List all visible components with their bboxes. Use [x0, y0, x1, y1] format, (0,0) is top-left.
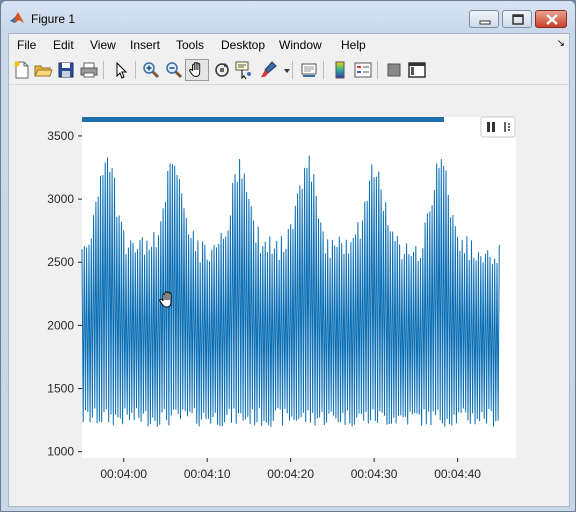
show-plot-tools-icon[interactable]	[407, 60, 427, 80]
menu-file[interactable]: File	[17, 38, 37, 52]
toolbar-separator	[135, 61, 136, 79]
toolbar-separator	[377, 61, 378, 79]
figure-toolbar	[9, 56, 569, 85]
menu-bar: File Edit View Insert Tools Desktop Wind…	[9, 34, 569, 54]
menu-edit[interactable]: Edit	[53, 38, 74, 52]
menu-insert[interactable]: Insert	[130, 38, 161, 52]
x-tick-label: 00:04:30	[351, 467, 398, 481]
signal-series-line	[81, 155, 500, 427]
x-tick-label: 00:04:10	[184, 467, 231, 481]
maximize-icon	[512, 14, 524, 25]
axes-menu-icon[interactable]	[504, 122, 510, 132]
link-plot-icon[interactable]	[299, 60, 319, 80]
menu-desktop[interactable]: Desktop	[221, 38, 266, 52]
x-tick-label: 00:04:20	[267, 467, 314, 481]
y-tick-label: 2000	[47, 318, 74, 332]
figure-client-area: File Edit View Insert Tools Desktop Wind…	[8, 33, 570, 507]
zoom-out-icon[interactable]	[164, 60, 184, 80]
menu-window[interactable]: Window	[279, 38, 322, 52]
minimize-button[interactable]	[469, 10, 499, 28]
dock-figure-icon[interactable]: ↘	[556, 38, 565, 49]
open-file-icon[interactable]	[33, 60, 53, 80]
data-cursor-icon[interactable]	[234, 60, 254, 80]
brush-icon[interactable]	[258, 60, 278, 80]
close-icon	[546, 14, 558, 25]
new-figure-icon[interactable]	[12, 60, 32, 80]
menu-help[interactable]: Help	[341, 38, 366, 52]
x-tick-label: 00:04:40	[434, 467, 481, 481]
series-layer	[81, 155, 500, 427]
y-tick-label: 3000	[47, 192, 74, 206]
axes-toolbar	[480, 116, 516, 138]
y-axis: 1000 1500 2000 2500 3000 3500	[47, 129, 82, 459]
y-tick-label: 3500	[47, 129, 74, 143]
minimize-icon	[479, 20, 491, 25]
print-figure-icon[interactable]	[79, 60, 99, 80]
save-figure-icon[interactable]	[56, 60, 76, 80]
title-bar: Figure 1	[1, 1, 575, 33]
line-chart[interactable]: 1000 1500 2000 2500 3000 3500 00:04:00 00:04:1…	[9, 86, 569, 506]
matlab-logo-icon	[10, 12, 24, 23]
edit-plot-icon[interactable]	[111, 60, 131, 80]
toolbar-separator	[323, 61, 324, 79]
y-tick-label: 1500	[47, 382, 74, 396]
y-tick-label: 2500	[47, 255, 74, 269]
menu-view[interactable]: View	[90, 38, 116, 52]
x-tick-label: 00:04:00	[100, 467, 147, 481]
rotate-3d-icon[interactable]	[212, 60, 232, 80]
toolbar-separator	[103, 61, 104, 79]
chevron-down-icon[interactable]	[277, 60, 297, 80]
zoom-in-icon[interactable]	[141, 60, 161, 80]
close-button[interactable]	[535, 10, 567, 28]
hide-plot-tools-icon[interactable]	[384, 60, 404, 80]
maximize-button[interactable]	[502, 10, 532, 28]
window-title: Figure 1	[31, 12, 76, 26]
figure-canvas: 1000 1500 2000 2500 3000 3500 00:04:00 00:04:1…	[9, 86, 569, 506]
pan-icon[interactable]	[185, 59, 209, 81]
hand-cursor-icon	[159, 291, 172, 308]
loading-progress-bar	[82, 117, 444, 122]
toolbar-separator	[292, 61, 293, 79]
y-tick-label: 1000	[47, 445, 74, 459]
x-axis: 00:04:00 00:04:10 00:04:20 00:04:30 00:04:40	[100, 458, 481, 481]
pause-icon[interactable]	[487, 122, 495, 132]
insert-colorbar-icon[interactable]	[330, 60, 350, 80]
menu-tools[interactable]: Tools	[176, 38, 205, 52]
insert-legend-icon[interactable]	[353, 60, 373, 80]
